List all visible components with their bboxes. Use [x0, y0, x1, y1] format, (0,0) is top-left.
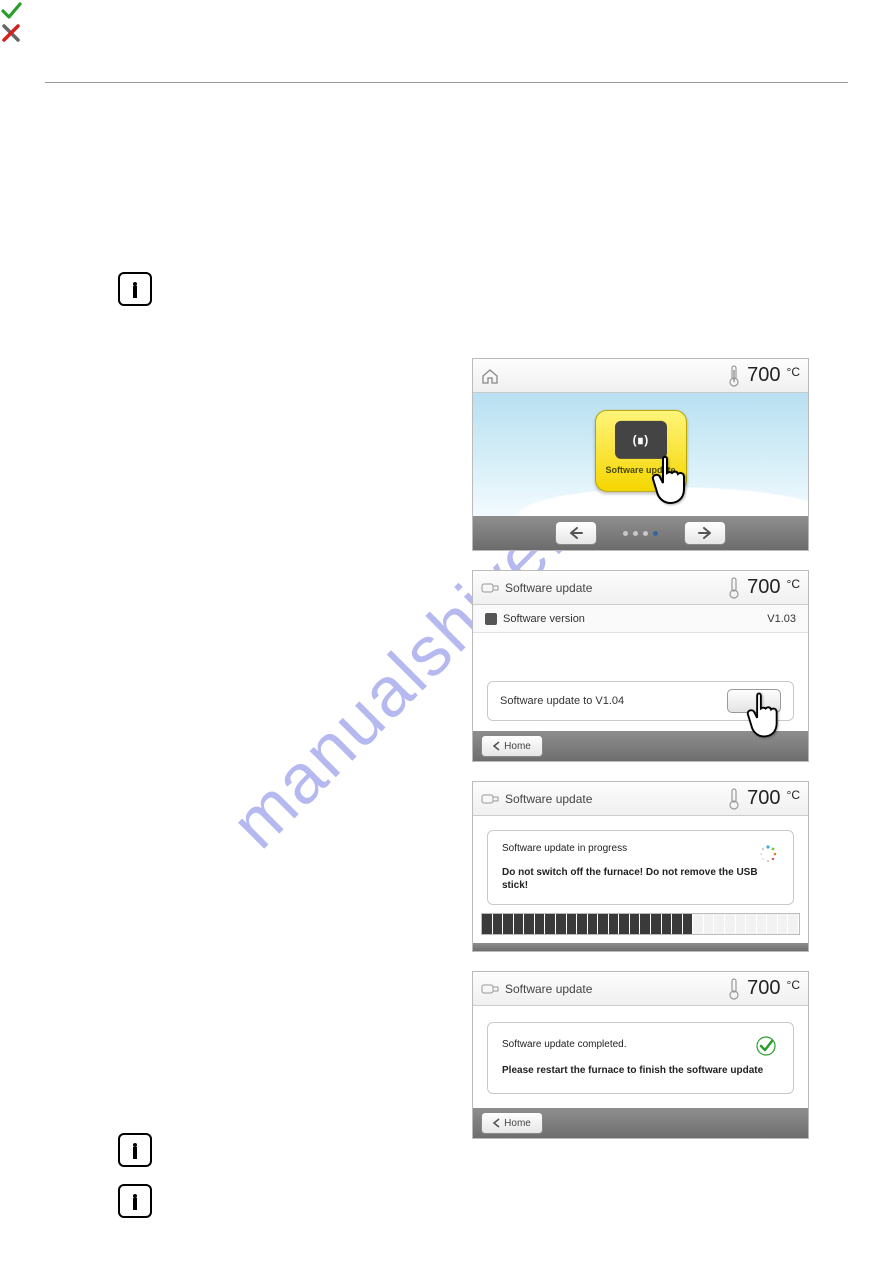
version-value: V1.03: [767, 613, 796, 625]
chip-icon: [485, 613, 497, 625]
temperature-value: 700: [747, 576, 780, 599]
next-button[interactable]: [684, 521, 726, 545]
header-divider: [45, 82, 848, 83]
thermometer-icon: [727, 577, 741, 599]
usb-icon: [481, 792, 499, 806]
pointer-hand-icon: [649, 453, 709, 509]
restart-instruction: Please restart the furnace to finish the…: [502, 1064, 779, 1077]
temperature-unit: °C: [787, 788, 800, 802]
thermometer-icon: [727, 978, 741, 1000]
home-button-label: Home: [504, 741, 531, 752]
screen-update-progress: Software update 700 °C Software update in…: [472, 781, 809, 952]
info-icon: [118, 1184, 152, 1218]
screen-title: Software update: [505, 581, 592, 595]
temperature-value: 700: [747, 977, 780, 1000]
temperature-value: 700: [747, 787, 780, 810]
screen-home-select: 700°C (∎) Software update: [472, 358, 809, 551]
screen-update-complete: Software update 700 °C Software update co…: [472, 971, 809, 1139]
temperature-unit: °C: [787, 978, 800, 992]
screen-title: Software update: [505, 982, 592, 996]
home-button-label: Home: [504, 1118, 531, 1129]
prev-button[interactable]: [555, 521, 597, 545]
check-icon: [755, 1035, 777, 1057]
temperature-unit: °C: [787, 365, 800, 379]
update-target-text: Software update to V1.04: [500, 695, 624, 707]
pointer-hand-icon: [743, 690, 801, 742]
temperature-value: 700: [747, 364, 780, 387]
progress-bar: [481, 913, 800, 935]
home-button[interactable]: Home: [481, 1112, 543, 1134]
thermometer-icon: [727, 365, 741, 387]
progress-warning: Do not switch off the furnace! Do not re…: [502, 866, 779, 892]
check-icon: [0, 0, 893, 22]
spinner-icon: [759, 845, 777, 863]
usb-icon: [481, 581, 499, 595]
progress-message: Software update in progress: [502, 843, 779, 854]
usb-icon: [481, 982, 499, 996]
complete-message: Software update completed.: [502, 1039, 779, 1050]
info-icon: [118, 1133, 152, 1167]
temperature-unit: °C: [787, 577, 800, 591]
version-label: Software version: [503, 613, 585, 625]
screen-title: Software update: [505, 792, 592, 806]
info-icon: [118, 272, 152, 306]
page-dots: [623, 531, 658, 536]
home-icon[interactable]: [481, 368, 499, 384]
cross-icon: [0, 22, 893, 44]
screen-update-available: Software update 700 °C Software version V…: [472, 570, 809, 762]
home-button[interactable]: Home: [481, 735, 543, 757]
thermometer-icon: [727, 788, 741, 810]
